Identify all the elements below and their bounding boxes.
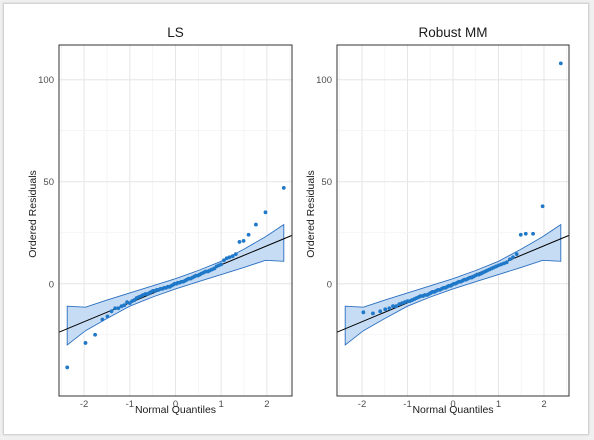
x-tick-label: 1 bbox=[496, 399, 501, 410]
x-axis-label: Normal Quantiles bbox=[135, 404, 216, 416]
y-tick-label: 100 bbox=[38, 75, 54, 86]
x-tick-label: 0 bbox=[450, 399, 455, 410]
residual-point bbox=[100, 317, 105, 322]
residual-point bbox=[387, 306, 392, 311]
x-tick-label: -2 bbox=[80, 399, 88, 410]
residual-point bbox=[237, 240, 242, 244]
residual-point bbox=[246, 232, 251, 237]
residual-point bbox=[281, 185, 286, 190]
residual-point bbox=[361, 310, 366, 315]
x-tick-label: -2 bbox=[358, 399, 366, 410]
residual-point bbox=[93, 332, 97, 337]
y-tick-label: 0 bbox=[327, 279, 332, 290]
residual-point bbox=[371, 311, 375, 316]
residual-point bbox=[378, 309, 383, 314]
residual-point bbox=[116, 306, 121, 311]
residual-point bbox=[523, 231, 528, 236]
residual-point bbox=[105, 314, 110, 319]
residual-point bbox=[122, 303, 127, 308]
x-tick-labels: -2 -1 0 1 2 bbox=[358, 399, 547, 410]
plot-frame bbox=[58, 44, 293, 397]
residual-point bbox=[254, 222, 258, 227]
residual-point bbox=[219, 262, 224, 267]
x-tick-label: -1 bbox=[126, 399, 134, 410]
x-tick-label: 0 bbox=[173, 399, 178, 410]
residual-points bbox=[65, 185, 286, 370]
panel-robust-mm: Robust MM -2 -1 0 1 2 0 50 100 Normal Quantile… bbox=[305, 25, 570, 416]
residual-point bbox=[518, 232, 523, 237]
residual-point bbox=[241, 239, 246, 243]
y-tick-label: 50 bbox=[43, 177, 54, 188]
x-tick-label: 2 bbox=[541, 399, 546, 410]
x-tick-label: 2 bbox=[264, 399, 269, 410]
residual-point bbox=[540, 204, 545, 209]
y-tick-label: 0 bbox=[49, 279, 54, 290]
y-tick-label: 100 bbox=[316, 75, 332, 86]
residual-point bbox=[531, 231, 535, 236]
residual-point bbox=[222, 258, 226, 263]
figure-window bbox=[3, 3, 589, 435]
residual-point bbox=[504, 260, 509, 265]
residual-point bbox=[65, 365, 70, 370]
x-tick-label: -1 bbox=[403, 399, 411, 410]
residual-point bbox=[109, 309, 114, 314]
residual-point bbox=[514, 252, 519, 257]
panel-title: Robust MM bbox=[418, 25, 487, 40]
residual-point bbox=[233, 252, 238, 257]
residual-point bbox=[394, 304, 399, 309]
plot-frame bbox=[336, 44, 570, 397]
panel-title: LS bbox=[167, 25, 184, 40]
x-axis-label: Normal Quantiles bbox=[412, 404, 493, 416]
residual-point bbox=[83, 341, 88, 345]
residual-point bbox=[227, 255, 232, 260]
residual-point bbox=[263, 210, 268, 215]
residual-point bbox=[383, 307, 388, 312]
y-tick-label: 50 bbox=[321, 177, 332, 188]
residual-point bbox=[113, 306, 118, 311]
grid bbox=[59, 45, 292, 396]
panel-ls: LS -2 -1 0 1 2 0 50 100 Normal Quantiles Order… bbox=[27, 25, 293, 416]
residual-point bbox=[391, 304, 395, 309]
y-tick-labels: 0 50 100 bbox=[316, 75, 332, 290]
grid bbox=[337, 45, 569, 396]
y-axis-label: Ordered Residuals bbox=[305, 170, 317, 258]
x-tick-label: 1 bbox=[219, 399, 224, 410]
x-tick-labels: -2 -1 0 1 2 bbox=[80, 399, 270, 410]
y-tick-labels: 0 50 100 bbox=[38, 75, 54, 290]
residual-point bbox=[507, 257, 512, 262]
y-axis-label: Ordered Residuals bbox=[27, 170, 39, 258]
residual-point bbox=[230, 254, 235, 259]
residual-points bbox=[361, 61, 563, 316]
residual-point bbox=[511, 255, 515, 260]
residual-point bbox=[558, 61, 563, 66]
